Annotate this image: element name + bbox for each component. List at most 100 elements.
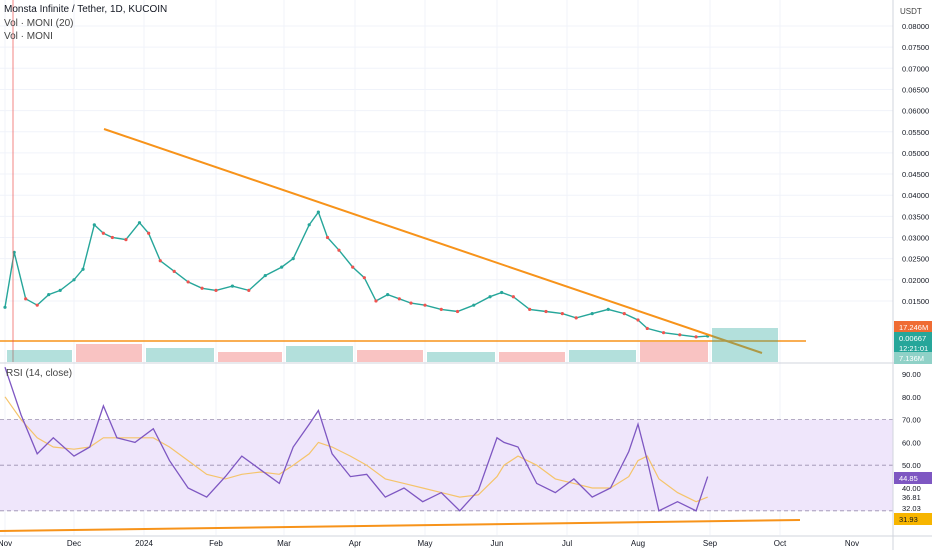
volume-bar (427, 352, 495, 362)
time-tick-label: Jun (491, 539, 504, 548)
price-point (35, 303, 39, 307)
price-point (645, 326, 649, 331)
price-point (200, 286, 204, 290)
time-tick-label: Mar (277, 539, 291, 548)
price-point (678, 333, 682, 337)
price-pane (0, 0, 806, 362)
price-point (511, 295, 515, 299)
price-tick-label: 0.02500 (902, 255, 929, 264)
price-point (325, 235, 330, 240)
price-point (528, 307, 532, 312)
price-point (488, 295, 492, 299)
price-tick-label: 0.04500 (902, 170, 929, 179)
price-point (186, 280, 190, 284)
rsi-support-trendline (0, 519, 801, 532)
price-point (158, 259, 162, 263)
price-point (247, 288, 251, 292)
volume-bar (499, 352, 565, 362)
time-tick-label: Aug (631, 539, 645, 548)
price-point (81, 267, 85, 271)
price-point (544, 309, 548, 314)
price-tick-label: 0.02000 (902, 276, 929, 285)
current-volume-badge-bg (894, 321, 932, 333)
time-tick-label: May (417, 539, 432, 548)
price-tick-label: 0.01500 (902, 297, 929, 306)
price-point (230, 284, 235, 288)
price-point (110, 235, 114, 240)
volume-bar (286, 346, 353, 362)
rsi-pane (0, 366, 893, 532)
volume-ma-badge-bg (894, 352, 932, 364)
price-point (423, 303, 427, 307)
last-price-badge: 0.00667 (899, 334, 926, 343)
price-point (101, 231, 105, 235)
currency-label: USDT (900, 7, 922, 16)
price-tick-label: 0.05000 (902, 149, 929, 158)
price-point (661, 331, 666, 335)
volume-pane (7, 328, 778, 362)
descending-trendline (103, 128, 763, 354)
rsi-line (4, 366, 709, 512)
price-tick-label: 0.06500 (902, 85, 929, 94)
time-tick-label: Apr (349, 539, 362, 548)
price-point (397, 297, 401, 301)
rsi-ma-value: 36.81 (902, 493, 921, 502)
last-price-badge-bg (894, 332, 932, 344)
price-point (280, 265, 284, 269)
price-tick-label: 0.07500 (902, 43, 929, 52)
rsi-value-badge-bg (894, 472, 932, 484)
price-point (636, 318, 640, 322)
price-point (214, 288, 218, 292)
price-point (500, 290, 504, 295)
rsi-tick-label: 60.00 (902, 438, 921, 447)
rsi-label: RSI (14, close) (6, 368, 73, 379)
price-point (58, 288, 62, 292)
price-point (316, 210, 320, 214)
volume-bar (640, 342, 708, 362)
price-point (124, 238, 128, 242)
volume-bar (569, 350, 636, 362)
rsi-tick-label: 40.00 (902, 484, 921, 493)
time-tick-label: Dec (67, 539, 81, 548)
price-point (172, 269, 176, 273)
price-tick-label: 0.03500 (902, 212, 929, 221)
price-point (351, 265, 355, 269)
volume-bar (218, 352, 282, 362)
time-tick-label: Sep (703, 539, 718, 548)
volume-bar (712, 328, 778, 362)
price-point (472, 303, 476, 307)
price-tick-label: 0.04000 (902, 191, 929, 200)
price-point (560, 312, 564, 316)
volume-bar (357, 350, 423, 362)
time-tick-label: Jul (562, 539, 572, 548)
volume-label: Vol · MONI (4, 31, 53, 42)
price-point (147, 231, 151, 235)
price-point (263, 273, 267, 278)
rsi-value-badge: 44.85 (899, 474, 918, 483)
price-tick-label: 0.08000 (902, 22, 929, 31)
rsi-tick-label: 50.00 (902, 461, 921, 470)
price-point (374, 299, 378, 303)
price-series-line (4, 210, 708, 338)
price-point (24, 297, 28, 301)
price-point (694, 335, 698, 339)
rsi-level-2-badge-bg (894, 513, 932, 525)
time-tick-label: Oct (774, 539, 787, 548)
price-point (362, 276, 366, 280)
time-tick-label: Nov (845, 539, 859, 548)
time-tick-label: Feb (209, 539, 223, 548)
price-point (47, 293, 51, 297)
price-point (307, 223, 311, 227)
time-tick-label: 2024 (135, 539, 153, 548)
time-tick-label: Nov (0, 539, 12, 548)
rsi-level-2-badge: 31.93 (899, 515, 918, 524)
price-point (386, 293, 390, 297)
price-point (291, 257, 295, 261)
rsi-ma-line (4, 396, 708, 503)
rsi-tick-label: 80.00 (902, 393, 921, 402)
price-point (439, 307, 443, 312)
price-point (622, 312, 626, 316)
